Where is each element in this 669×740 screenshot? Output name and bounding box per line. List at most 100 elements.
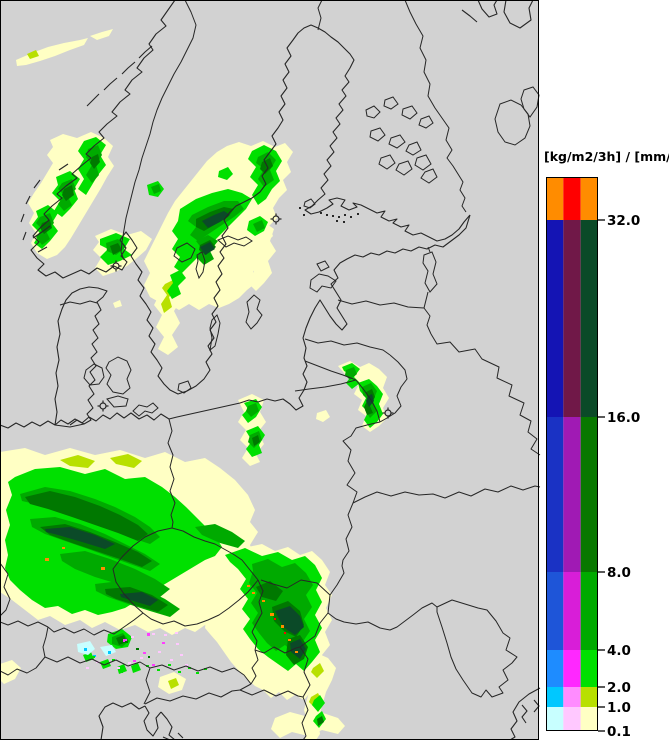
island-outline — [177, 380, 192, 394]
island-outline — [106, 395, 129, 408]
precip-speck-pink1 — [86, 667, 89, 669]
country-border-path — [329, 502, 354, 596]
precip-speck-orange — [101, 567, 105, 570]
lake-outline — [395, 160, 413, 176]
precip-speck-pink1 — [180, 654, 183, 656]
islands-layer — [83, 198, 337, 417]
precip-speck-g2 — [120, 671, 123, 673]
country-border-path — [423, 307, 432, 335]
precip-area-g5 — [45, 527, 115, 549]
country-border-path — [144, 689, 241, 705]
lake-outline — [494, 99, 531, 146]
colorbar-legend: [kg/m2/3h] / [mm/3h] 32.0 16.0 8.0 4.0 2… — [544, 149, 669, 740]
legend-color-cell — [580, 650, 598, 687]
coastline-path — [86, 93, 100, 107]
coastline-path — [37, 246, 48, 253]
coastline-path — [509, 687, 541, 740]
precip-speck-line — [326, 214, 328, 216]
precip-speck-g2 — [178, 671, 181, 673]
country-border-path — [47, 612, 144, 636]
coastline-border-layer — [0, 0, 541, 740]
precip-speck-pink1 — [128, 662, 131, 664]
precip-speck-g2 — [103, 663, 106, 665]
precip-area-g2 — [312, 695, 325, 712]
island-outline — [309, 273, 337, 293]
precip-area-cyan1 — [100, 645, 116, 656]
precip-speck-g4 — [136, 648, 139, 650]
coastline-path — [121, 61, 136, 75]
legend-color-cell — [580, 220, 598, 417]
precip-speck-pink1 — [131, 636, 134, 638]
precip-speck-orange — [262, 600, 265, 602]
island-outline — [132, 402, 159, 417]
legend-tick-label: 2.0 — [607, 680, 631, 696]
coastline-path — [33, 179, 41, 189]
precip-area-y0 — [113, 300, 122, 308]
lake-outline — [414, 154, 432, 171]
legend-tick-label: 4.0 — [607, 643, 631, 659]
precip-speck-g4 — [125, 641, 128, 643]
precip-area-y0 — [271, 712, 345, 738]
precip-speck-line — [299, 207, 301, 209]
lake-outline — [173, 242, 196, 263]
legend-color-cell — [546, 707, 564, 731]
country-border-path — [294, 379, 357, 392]
precip-speck-pink2 — [143, 652, 146, 654]
coastline-path — [58, 163, 69, 171]
legend-tick-marks — [598, 219, 605, 732]
precip-speck-pink1 — [140, 657, 143, 659]
country-border-path — [149, 664, 252, 685]
precip-speck-line — [357, 213, 359, 215]
precip-area-g4 — [62, 185, 74, 201]
precip-area-g4 — [116, 635, 127, 645]
country-border-path — [379, 354, 408, 423]
precip-speck-pink1 — [117, 667, 120, 669]
country-border-path — [167, 418, 176, 529]
precip-speck-g4 — [148, 656, 150, 658]
country-border-path — [427, 246, 431, 253]
coastline-path — [30, 0, 471, 395]
coastline-path — [160, 711, 176, 740]
coastline-path — [143, 705, 162, 737]
precip-speck-g2 — [112, 659, 115, 661]
legend-tick-label: 32.0 — [607, 213, 640, 229]
precip-area-y0 — [90, 29, 113, 40]
precip-speck-red — [274, 618, 276, 620]
country-border-path — [251, 579, 264, 633]
lake-outline — [405, 141, 422, 156]
precip-area-g5 — [366, 394, 374, 407]
country-border-path — [143, 667, 151, 705]
precip-area-g3 — [246, 403, 259, 417]
precip-speck-pink2 — [147, 633, 150, 636]
precip-speck-line — [344, 214, 346, 216]
country-border-path — [404, 0, 467, 213]
precip-area-y0 — [246, 222, 276, 291]
precip-speck-pink1 — [152, 633, 155, 635]
precipitation-specks-layer — [45, 207, 359, 674]
country-border-path — [430, 333, 541, 456]
legend-color-cell — [580, 572, 598, 650]
precip-speck-g2 — [196, 672, 199, 674]
lake-outline — [418, 115, 434, 129]
precip-area-g3 — [253, 220, 265, 232]
legend-tick-label: 1.0 — [607, 700, 631, 716]
precip-speck-orange — [288, 639, 291, 641]
lake-outline — [420, 168, 438, 184]
legend-color-cell — [546, 177, 564, 220]
precip-speck-pink1 — [164, 634, 167, 636]
legend-color-cell — [563, 572, 581, 650]
lakes-layer — [173, 86, 540, 293]
precip-area-g5 — [202, 211, 230, 228]
country-border-path — [120, 0, 197, 261]
island-outline — [303, 198, 316, 209]
country-border-path — [251, 631, 258, 651]
precip-speck-orange — [62, 547, 65, 549]
island-outline — [316, 260, 330, 272]
country-border-path — [352, 485, 541, 504]
country-border-path — [112, 527, 259, 627]
country-border-path — [355, 379, 381, 423]
country-border-path — [304, 338, 391, 356]
legend-color-cell — [546, 687, 564, 707]
precip-speck-cyan2 — [84, 648, 87, 651]
